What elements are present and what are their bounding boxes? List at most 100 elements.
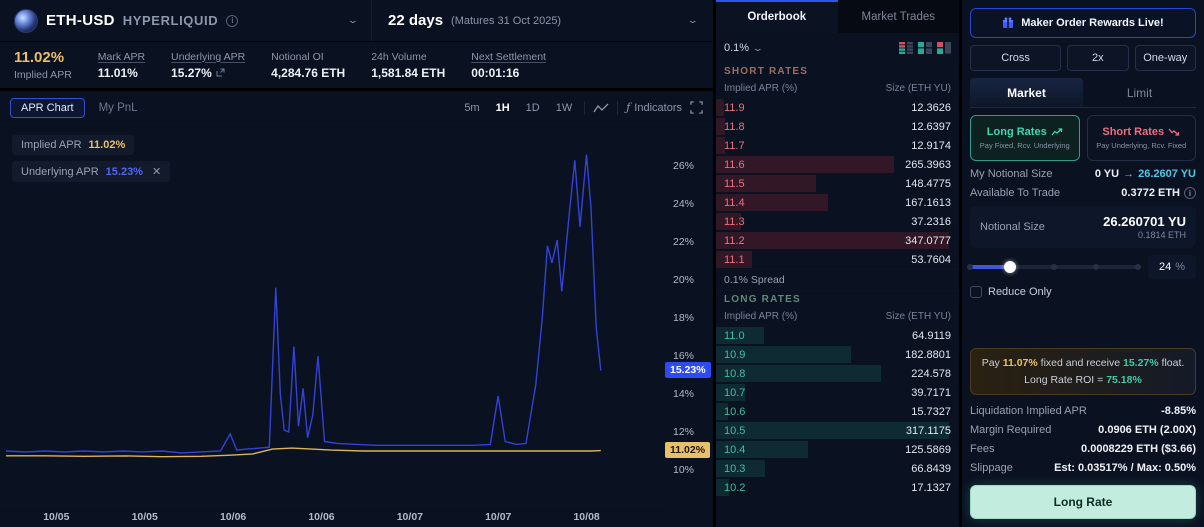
timeframe-5m[interactable]: 5m xyxy=(464,101,480,114)
chevron-down-icon[interactable]: ⌄ xyxy=(347,15,360,25)
book-asks-view-icon[interactable] xyxy=(937,42,951,54)
chart-area[interactable]: Implied APR 11.02% Underlying APR 15.23%… xyxy=(0,125,713,505)
depth-bar xyxy=(716,194,829,211)
my-pnl-tab[interactable]: My PnL xyxy=(98,101,138,114)
orderbook-apr: 10.3 xyxy=(724,462,746,475)
apr-chart-svg xyxy=(5,154,602,458)
orderbook-row-long[interactable]: 10.6 15.7327 xyxy=(716,402,959,421)
orderbook-row-long[interactable]: 10.3 66.8439 xyxy=(716,459,959,478)
apr-chart-tab[interactable]: APR Chart xyxy=(10,97,85,118)
short-rates-subtitle: Pay Underlying, Rcv. Fixed xyxy=(1096,141,1187,150)
fullscreen-icon[interactable] xyxy=(690,101,703,114)
reduce-only-row: Reduce Only xyxy=(970,286,1196,298)
orderbook-row-long[interactable]: 10.2 17.1327 xyxy=(716,478,959,497)
chevron-down-icon[interactable]: ⌄ xyxy=(687,15,700,25)
maker-rewards-banner[interactable]: Maker Order Rewards Live! xyxy=(970,8,1196,38)
chevron-down-icon: ⌄ xyxy=(751,42,764,53)
info-icon[interactable]: i xyxy=(226,14,239,27)
pair-selector[interactable]: ETH-USD HYPERLIQUID i ⌄ xyxy=(0,0,372,41)
y-axis: 26% 24% 22% 20% 18% 16% 14% 12% 10% 15.23% 11.02% xyxy=(663,125,713,505)
orderbook-apr: 11.0 xyxy=(724,329,745,342)
roi-line: Long Rate ROI = 75.18% xyxy=(1024,373,1142,386)
orderbook-row-short[interactable]: 11.8 12.6397 xyxy=(716,117,959,136)
orderbook-row-short[interactable]: 11.7 12.9174 xyxy=(716,136,959,155)
slider-handle[interactable] xyxy=(1004,261,1017,273)
book-bids-view-icon[interactable] xyxy=(918,42,932,54)
orderbook-row-short[interactable]: 11.3 37.2316 xyxy=(716,212,959,231)
long-rates-toggle[interactable]: Long Rates Pay Fixed, Rcv. Underlying xyxy=(970,115,1080,161)
close-icon[interactable]: ✕ xyxy=(151,166,162,178)
stats-bar: 11.02% Implied APR Mark APR 11.01% Under… xyxy=(0,42,713,88)
order-type-tabs: Market Limit xyxy=(970,78,1196,108)
slider-dot[interactable] xyxy=(1093,264,1099,270)
rate-summary-line: Pay 11.07% fixed and receive 15.27% floa… xyxy=(981,357,1185,370)
orderbook-row-long[interactable]: 10.9 182.8801 xyxy=(716,345,959,364)
short-rates-title: SHORT RATES xyxy=(724,66,809,77)
depth-bar xyxy=(716,137,725,154)
my-notional-row: My Notional Size 0 YU → 26.2607 YU xyxy=(970,168,1196,180)
column-implied-apr: Implied APR (%) xyxy=(724,83,798,94)
size-slider-row: 24 % xyxy=(967,255,1196,279)
tick-size-select[interactable]: 0.1% ⌄ xyxy=(724,42,764,54)
legend-underlying: Underlying APR 15.23% ✕ xyxy=(12,161,171,182)
short-rates-toggle[interactable]: Short Rates Pay Underlying, Rcv. Fixed xyxy=(1086,115,1196,161)
orderbook-row-short[interactable]: 11.2 347.0777 xyxy=(716,231,959,250)
trend-up-icon xyxy=(1051,128,1062,136)
orderbook-row-short[interactable]: 11.9 12.3626 xyxy=(716,98,959,117)
top-bar: ETH-USD HYPERLIQUID i ⌄ 22 days (Matures… xyxy=(0,0,713,42)
orderbook-row-short[interactable]: 11.4 167.1613 xyxy=(716,193,959,212)
short-rates-rows: 11.9 12.3626 11.8 12.6397 11.7 12.9174 11.6 265… xyxy=(716,98,959,269)
percent-input[interactable]: 24 % xyxy=(1148,255,1196,279)
orderbook-size: 317.1175 xyxy=(905,424,951,437)
settlement-value: 00:01:16 xyxy=(471,65,520,80)
orderbook-controls: 0.1% ⌄ xyxy=(716,33,959,63)
one-way-button[interactable]: One-way xyxy=(1134,45,1196,71)
orderbook-row-long[interactable]: 10.8 224.578 xyxy=(716,364,959,383)
external-link-icon[interactable] xyxy=(216,68,225,77)
orderbook-size: 182.8801 xyxy=(905,348,951,361)
info-icon[interactable]: i xyxy=(1184,187,1196,199)
leverage-button[interactable]: 2x xyxy=(1067,45,1129,71)
slider-dot[interactable] xyxy=(1135,264,1141,270)
timeframe-1h[interactable]: 1H xyxy=(495,101,510,114)
exchange-name: HYPERLIQUID xyxy=(122,13,219,28)
reduce-only-checkbox[interactable] xyxy=(970,286,982,298)
tab-orderbook[interactable]: Orderbook xyxy=(716,0,838,33)
chart-toolbar: APR Chart My PnL 5m 1H 1D 1W ƒ Indicator xyxy=(0,91,713,125)
orderbook-row-long[interactable]: 10.5 317.1175 xyxy=(716,421,959,440)
maturity-selector[interactable]: 22 days (Matures 31 Oct 2025) ⌄ xyxy=(372,0,713,41)
slider-dot[interactable] xyxy=(1051,264,1057,270)
tab-limit[interactable]: Limit xyxy=(1126,85,1153,100)
orderbook-row-long[interactable]: 11.0 64.9119 xyxy=(716,326,959,345)
orderbook-row-short[interactable]: 11.5 148.4775 xyxy=(716,174,959,193)
orderbook-size: 125.5869 xyxy=(905,443,951,456)
orderbook-row-long[interactable]: 10.4 125.5869 xyxy=(716,440,959,459)
orderbook-row-short[interactable]: 11.6 265.3963 xyxy=(716,155,959,174)
timeframe-1w[interactable]: 1W xyxy=(555,101,573,114)
fx-icon: ƒ xyxy=(626,101,631,114)
size-slider[interactable] xyxy=(967,261,1141,273)
trend-down-icon xyxy=(1168,128,1180,136)
orderbook-apr: 11.1 xyxy=(724,253,745,266)
orderbook-size: 64.9119 xyxy=(912,329,951,342)
cross-margin-button[interactable]: Cross xyxy=(970,45,1062,71)
tab-market[interactable]: Market xyxy=(970,78,1083,107)
rate-summary-box: Pay 11.07% fixed and receive 15.27% floa… xyxy=(970,348,1196,395)
orderbook-apr: 10.8 xyxy=(724,367,746,380)
tab-market-trades[interactable]: Market Trades xyxy=(861,10,936,23)
orderbook-row-short[interactable]: 11.1 53.7604 xyxy=(716,250,959,269)
fixed-rate-value: 11.07% xyxy=(1002,357,1038,370)
slider-dot[interactable] xyxy=(967,264,973,270)
line-chart-icon[interactable] xyxy=(593,102,609,114)
notional-size-input[interactable]: Notional Size 26.260701 YU 0.1814 ETH xyxy=(970,206,1196,248)
indicators-button[interactable]: ƒ Indicators xyxy=(626,101,682,114)
orderbook-apr: 11.3 xyxy=(724,215,745,228)
legend-implied-value: 11.02% xyxy=(88,139,126,151)
detail-row: Margin Required 0.0906 ETH (2.00X) xyxy=(970,421,1196,440)
orderbook-row-long[interactable]: 10.7 39.7171 xyxy=(716,383,959,402)
book-split-view-icon[interactable] xyxy=(899,42,913,54)
long-rate-button[interactable]: Long Rate xyxy=(970,485,1196,519)
detail-value: -8.85% xyxy=(1161,405,1196,417)
timeframe-1d[interactable]: 1D xyxy=(525,101,540,114)
